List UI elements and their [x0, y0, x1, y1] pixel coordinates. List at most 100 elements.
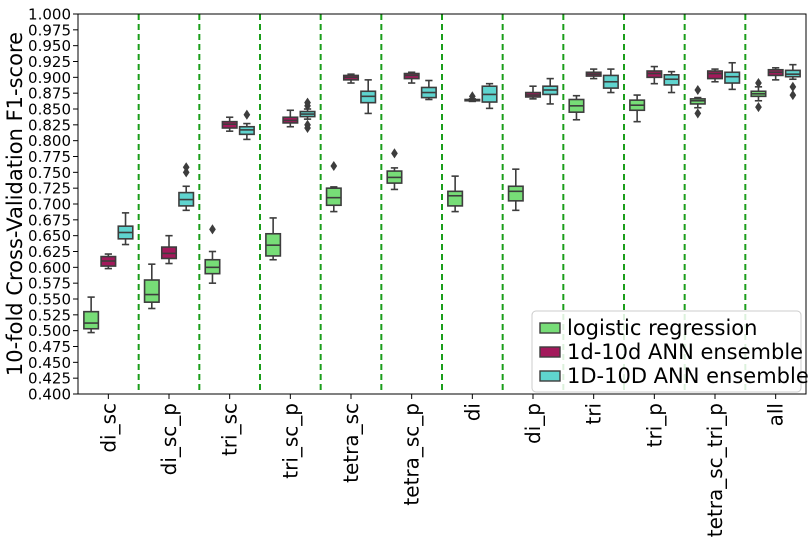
box-logistic-regression-tri	[568, 94, 585, 121]
box-body	[83, 310, 100, 330]
y-tick-label: 0.625	[28, 243, 71, 261]
legend-label: logistic regression	[567, 316, 757, 340]
box-1d-10d-ann-ensemble-tri_p	[646, 65, 663, 85]
x-tick-label: tri	[582, 403, 606, 425]
box-1d-10d-ann-ensemble-tri	[602, 68, 619, 94]
box-1d-10d-ann-ensemble-tri_sc_p	[282, 109, 299, 128]
y-tick-label: 0.675	[28, 211, 71, 229]
outlier-point	[694, 108, 702, 119]
y-tick-label: 1.000	[28, 6, 71, 24]
x-tick-label: di_sc	[96, 403, 120, 453]
outlier-point	[209, 224, 216, 235]
box-logistic-regression-di_sc	[83, 296, 100, 334]
axes: 0.4000.4250.4500.4750.5000.5250.5500.575…	[28, 6, 807, 537]
y-tick-label: 0.650	[28, 227, 71, 245]
box-1d-10d-ann-ensemble-tri	[585, 68, 602, 80]
box-1d-10d-ann-ensemble-di_sc	[100, 253, 117, 270]
box-1d-10d-ann-ensemble-tetra_sc	[342, 73, 360, 84]
legend-swatch	[539, 322, 561, 334]
box-1d-10d-ann-ensemble-all	[784, 63, 801, 101]
box-1d-10d-ann-ensemble-tri_sc	[238, 109, 255, 141]
box-body	[724, 71, 741, 84]
y-tick-label: 0.875	[28, 85, 71, 103]
box-body	[507, 185, 524, 202]
x-tick-label: tri_p	[642, 403, 666, 447]
x-tick-label: di_sc_p	[157, 403, 181, 475]
box-logistic-regression-di_p	[507, 168, 524, 212]
outlier-point	[182, 162, 190, 173]
y-tick-label: 0.700	[28, 196, 71, 214]
box-1d-10d-ann-ensemble-di_sc	[117, 212, 134, 246]
box-1d-10d-ann-ensemble-tetra_sc_tri_p	[706, 68, 724, 83]
box-1d-10d-ann-ensemble-tetra_sc_p	[403, 71, 420, 84]
box-1d-10d-ann-ensemble-tri_sc_p	[299, 97, 316, 134]
outlier-point	[243, 109, 251, 120]
outlier-point	[755, 102, 762, 113]
y-tick-label: 0.850	[28, 101, 71, 119]
outlier-point	[468, 91, 476, 102]
box-1d-10d-ann-ensemble-tri_sc	[221, 116, 238, 132]
box-1d-10d-ann-ensemble-tetra_sc	[360, 79, 377, 115]
legend-swatch	[539, 370, 561, 382]
plot-area	[83, 14, 801, 394]
box-1d-10d-ann-ensemble-di_p	[524, 85, 542, 100]
legend-label: 1d-10d ANN ensemble	[567, 340, 803, 364]
legend-swatch	[539, 346, 561, 358]
box-1d-10d-ann-ensemble-di	[481, 82, 498, 110]
box-1d-10d-ann-ensemble-di_sc_p	[178, 162, 195, 212]
legend-frame	[531, 310, 802, 393]
y-tick-label: 0.775	[28, 148, 71, 166]
box-1d-10d-ann-ensemble-tri_p	[663, 70, 680, 94]
y-tick-label: 0.500	[28, 322, 71, 340]
y-tick-label: 0.900	[28, 69, 71, 87]
y-tick-label: 0.825	[28, 116, 71, 134]
x-tick-label: tetra_sc_p	[400, 403, 424, 506]
outlier-point	[789, 90, 797, 101]
outlier-point	[694, 84, 702, 96]
y-tick-label: 0.425	[28, 370, 71, 388]
box-logistic-regression-tetra_sc_p	[386, 148, 403, 191]
x-tick-label: tetra_sc	[339, 403, 363, 483]
box-body	[706, 70, 724, 80]
y-tick-label: 0.575	[28, 275, 71, 293]
y-tick-label: 0.925	[28, 53, 71, 71]
box-1d-10d-ann-ensemble-di	[464, 91, 481, 103]
box-1d-10d-ann-ensemble-all	[767, 67, 784, 81]
y-tick-label: 0.600	[28, 259, 71, 277]
box-logistic-regression-tetra_sc	[325, 160, 342, 213]
y-tick-label: 0.475	[28, 338, 71, 356]
legend-label: 1D-10D ANN ensemble	[567, 364, 809, 388]
y-tick-label: 0.975	[28, 21, 71, 39]
x-tick-label: tri_sc	[218, 403, 242, 456]
box-1d-10d-ann-ensemble-tetra_sc_p	[420, 79, 437, 101]
y-tick-label: 0.525	[28, 306, 71, 324]
box-logistic-regression-di_sc_p	[143, 263, 160, 310]
y-tick-label: 0.750	[28, 164, 71, 182]
x-tick-label: all	[764, 403, 788, 426]
outlier-point	[391, 148, 398, 159]
box-logistic-regression-tri_sc	[204, 224, 221, 284]
box-1d-10d-ann-ensemble-di_p	[542, 77, 559, 105]
x-tick-label: di_p	[521, 403, 545, 444]
outlier-point	[304, 119, 311, 130]
box-logistic-regression-di	[447, 175, 464, 213]
outlier-point	[755, 77, 762, 89]
y-tick-label: 0.550	[28, 291, 71, 309]
box-1d-10d-ann-ensemble-di_sc_p	[160, 234, 178, 265]
box-logistic-regression-tetra_sc_tri_p	[689, 84, 706, 119]
y-tick-label: 0.450	[28, 354, 71, 372]
box-logistic-regression-all	[750, 77, 767, 113]
box-body	[143, 279, 160, 303]
y-tick-label: 0.800	[28, 132, 71, 150]
x-tick-label: tri_sc_p	[278, 403, 302, 479]
box-body	[325, 187, 342, 207]
y-tick-label: 0.400	[28, 386, 71, 404]
box-logistic-regression-tri_p	[629, 94, 646, 123]
outlier-point	[330, 160, 338, 172]
box-logistic-regression-tri_sc_p	[265, 217, 282, 261]
outlier-point	[304, 97, 311, 108]
y-tick-label: 0.950	[28, 37, 71, 55]
